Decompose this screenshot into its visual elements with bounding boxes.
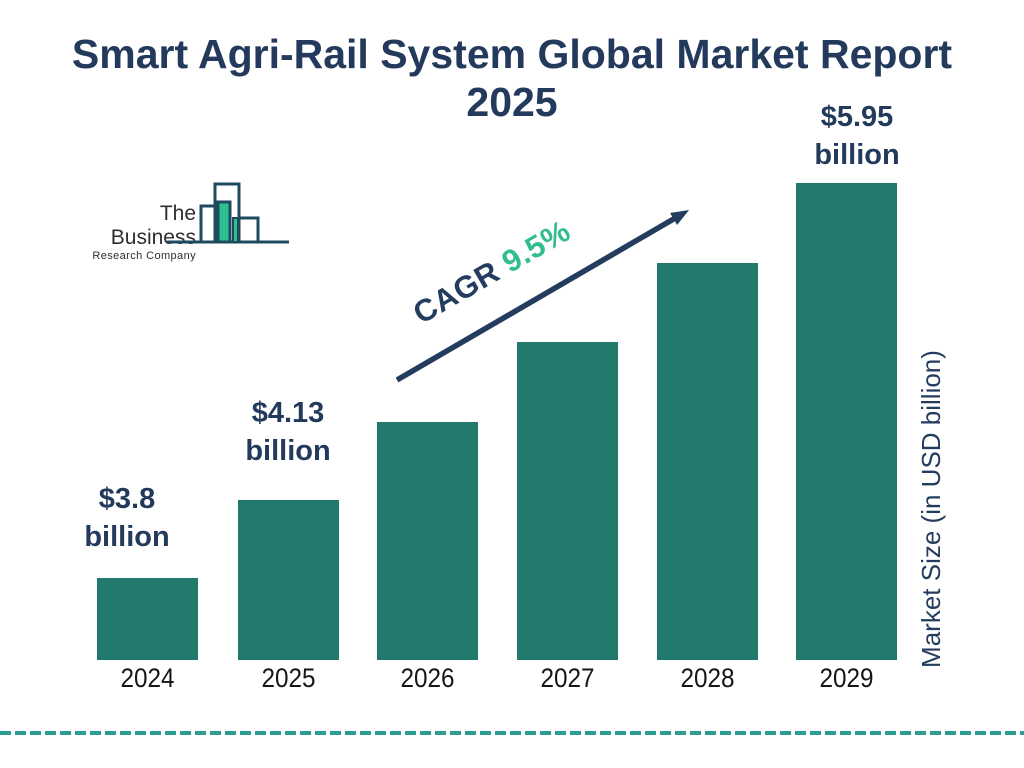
value-label-2025: $4.13 billion xyxy=(218,394,358,470)
value-label-2025-unit: billion xyxy=(245,435,331,467)
value-label-2024: $3.8 billion xyxy=(57,480,197,556)
bar-2026 xyxy=(377,422,478,660)
y-axis-label: Market Size (in USD billion) xyxy=(916,350,946,668)
x-tick-2025: 2025 xyxy=(261,663,316,693)
x-tick-2026: 2026 xyxy=(400,663,455,693)
page-title-line2: 2025 xyxy=(466,79,558,125)
x-tick-2024: 2024 xyxy=(120,663,175,693)
bar-2028 xyxy=(657,263,758,660)
bottom-dashed-divider xyxy=(0,731,1024,735)
x-tick-2029: 2029 xyxy=(819,663,874,693)
growth-arrow-icon xyxy=(385,196,705,396)
value-label-2025-amount: $4.13 xyxy=(251,397,325,429)
page-title: Smart Agri-Rail System Global Market Rep… xyxy=(0,30,1024,126)
x-tick-2027: 2027 xyxy=(540,663,595,693)
page-title-line1: Smart Agri-Rail System Global Market Rep… xyxy=(71,31,953,77)
bar-chart-logo-icon xyxy=(163,178,293,253)
value-label-2029-unit: billion xyxy=(814,139,900,171)
x-tick-2028: 2028 xyxy=(680,663,735,693)
bar-2025 xyxy=(238,500,339,660)
company-logo: The Business Research Company xyxy=(75,178,295,262)
value-label-2029-amount: $5.95 xyxy=(820,101,894,133)
value-label-2029: $5.95 billion xyxy=(787,98,927,174)
bar-2029 xyxy=(796,183,897,660)
value-label-2024-amount: $3.8 xyxy=(98,483,156,515)
bar-2024 xyxy=(97,578,198,660)
bar-2027 xyxy=(517,342,618,660)
value-label-2024-unit: billion xyxy=(84,521,170,553)
logo-name-line2: Research Company xyxy=(92,250,196,262)
